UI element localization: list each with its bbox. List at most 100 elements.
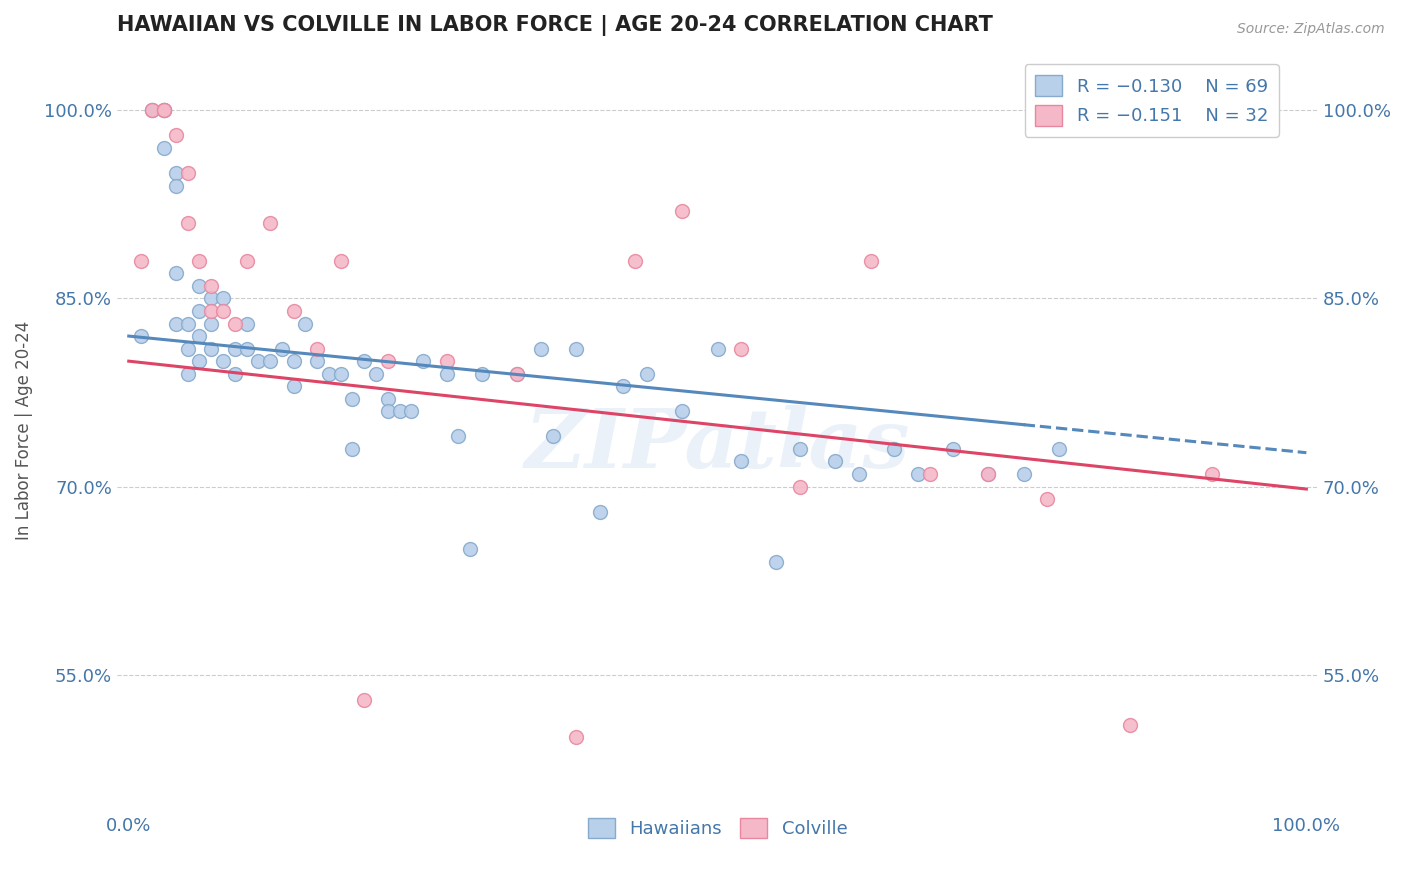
Point [165, 128, 187, 143]
Point [458, 542, 481, 557]
Point [129, 253, 152, 268]
Point [188, 279, 211, 293]
Point [329, 253, 352, 268]
Point [624, 253, 647, 268]
Point [730, 342, 752, 356]
Point [1036, 492, 1059, 507]
Point [342, 392, 364, 406]
Point [283, 304, 305, 318]
Point [377, 392, 399, 406]
Point [212, 304, 235, 318]
Point [153, 141, 176, 155]
Point [212, 354, 235, 368]
Point [859, 253, 882, 268]
Point [307, 354, 329, 368]
Point [200, 304, 222, 318]
Point [342, 442, 364, 456]
Point [883, 442, 905, 456]
Point [141, 103, 163, 118]
Point [235, 253, 257, 268]
Point [765, 555, 787, 569]
Point [283, 354, 305, 368]
Point [153, 103, 176, 118]
Point [176, 216, 198, 230]
Point [848, 467, 870, 481]
Point [1012, 467, 1035, 481]
Point [377, 354, 399, 368]
Point [353, 354, 375, 368]
Point [364, 367, 387, 381]
Point [188, 253, 211, 268]
Point [259, 354, 281, 368]
Point [176, 342, 198, 356]
Point [153, 103, 176, 118]
Point [636, 367, 658, 381]
Point [436, 367, 458, 381]
Point [188, 354, 211, 368]
Point [141, 103, 163, 118]
Point [200, 279, 222, 293]
Point [447, 429, 470, 443]
Point [129, 329, 152, 343]
Point [165, 266, 187, 280]
Text: HAWAIIAN VS COLVILLE IN LABOR FORCE | AGE 20-24 CORRELATION CHART: HAWAIIAN VS COLVILLE IN LABOR FORCE | AG… [117, 15, 993, 36]
Point [907, 467, 929, 481]
Point [294, 317, 316, 331]
Point [259, 216, 281, 230]
Point [565, 731, 588, 745]
Point [730, 454, 752, 468]
Point [200, 292, 222, 306]
Point [176, 166, 198, 180]
Point [671, 404, 693, 418]
Point [471, 367, 494, 381]
Point [353, 692, 375, 706]
Point [224, 317, 246, 331]
Point [565, 342, 588, 356]
Point [235, 342, 257, 356]
Point [706, 342, 728, 356]
Point [401, 404, 423, 418]
Point [153, 103, 176, 118]
Point [165, 166, 187, 180]
Point [789, 479, 811, 493]
Point [589, 505, 612, 519]
Point [388, 404, 411, 418]
Point [224, 342, 246, 356]
Point [318, 367, 340, 381]
Text: Source: ZipAtlas.com: Source: ZipAtlas.com [1237, 22, 1385, 37]
Point [918, 467, 941, 481]
Point [165, 178, 187, 193]
Point [506, 367, 529, 381]
Point [224, 367, 246, 381]
Y-axis label: In Labor Force | Age 20-24: In Labor Force | Age 20-24 [15, 320, 32, 540]
Point [436, 354, 458, 368]
Point [141, 103, 163, 118]
Point [789, 442, 811, 456]
Point [977, 467, 1000, 481]
Point [942, 442, 965, 456]
Point [412, 354, 434, 368]
Point [530, 342, 553, 356]
Point [329, 367, 352, 381]
Point [200, 317, 222, 331]
Point [1201, 467, 1223, 481]
Point [283, 379, 305, 393]
Point [188, 304, 211, 318]
Point [1118, 718, 1140, 732]
Point [165, 317, 187, 331]
Point [247, 354, 270, 368]
Point [270, 342, 292, 356]
Point [824, 454, 846, 468]
Point [1047, 442, 1070, 456]
Point [212, 292, 235, 306]
Point [176, 317, 198, 331]
Point [377, 404, 399, 418]
Point [153, 103, 176, 118]
Point [977, 467, 1000, 481]
Point [188, 329, 211, 343]
Text: ZIPatlas: ZIPatlas [524, 406, 910, 485]
Point [307, 342, 329, 356]
Point [235, 317, 257, 331]
Point [541, 429, 564, 443]
Point [176, 367, 198, 381]
